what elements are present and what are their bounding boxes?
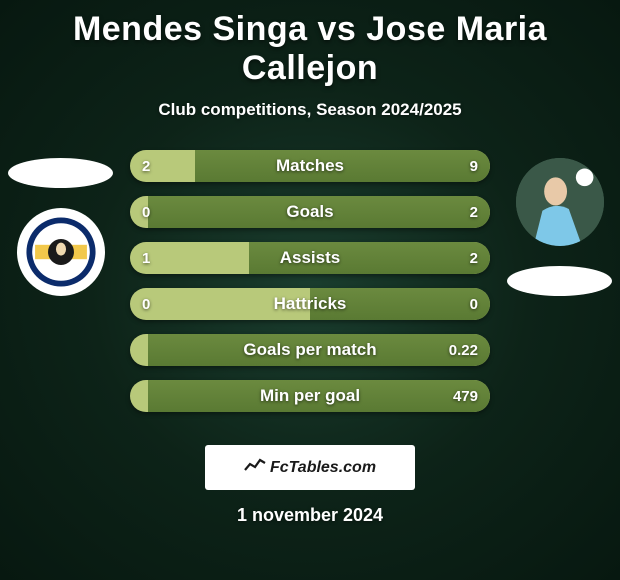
brand-text: FcTables.com (270, 459, 376, 477)
player-photo-icon (516, 158, 604, 246)
stat-value-left: 0 (142, 204, 150, 221)
page-title: Mendes Singa vs Jose Maria Callejon (0, 0, 620, 88)
club-left-badge (17, 208, 105, 296)
stat-value-right: 0 (470, 296, 478, 313)
player-right-column (507, 158, 612, 296)
player-left-placeholder (8, 158, 113, 188)
stat-row: Matches2 9 (130, 150, 490, 182)
footer-date: 1 november 2024 (0, 505, 620, 526)
stat-row: Goals0 2 (130, 196, 490, 228)
stat-label: Goals (130, 202, 490, 222)
comparison-panel: Matches29Goals02Assists12Hattricks00Goal… (0, 150, 620, 430)
stat-bars: Matches29Goals02Assists12Hattricks00Goal… (130, 150, 490, 412)
stat-value-right: 479 (453, 388, 478, 405)
page-subtitle: Club competitions, Season 2024/2025 (0, 100, 620, 120)
player-left-column (8, 158, 113, 296)
stat-value-left: 0 (142, 296, 150, 313)
brand-badge: FcTables.com (205, 445, 415, 490)
stat-value-right: 0.22 (449, 342, 478, 359)
stat-label: Matches (130, 156, 490, 176)
stat-label: Hattricks (130, 294, 490, 314)
stat-row: Hattricks0 0 (130, 288, 490, 320)
stat-label: Goals per match (130, 340, 490, 360)
stat-row: Goals per match0.22 (130, 334, 490, 366)
stat-value-left: 2 (142, 158, 150, 175)
hercules-badge-icon (25, 216, 97, 288)
stat-value-left: 1 (142, 250, 150, 267)
chart-icon (244, 456, 266, 479)
stat-value-right: 2 (470, 204, 478, 221)
club-right-placeholder (507, 266, 612, 296)
stat-row: Assists1 2 (130, 242, 490, 274)
stat-value-right: 9 (470, 158, 478, 175)
stat-value-right: 2 (470, 250, 478, 267)
player-right-photo (516, 158, 604, 246)
stat-label: Assists (130, 248, 490, 268)
stat-label: Min per goal (130, 386, 490, 406)
stat-row: Min per goal479 (130, 380, 490, 412)
